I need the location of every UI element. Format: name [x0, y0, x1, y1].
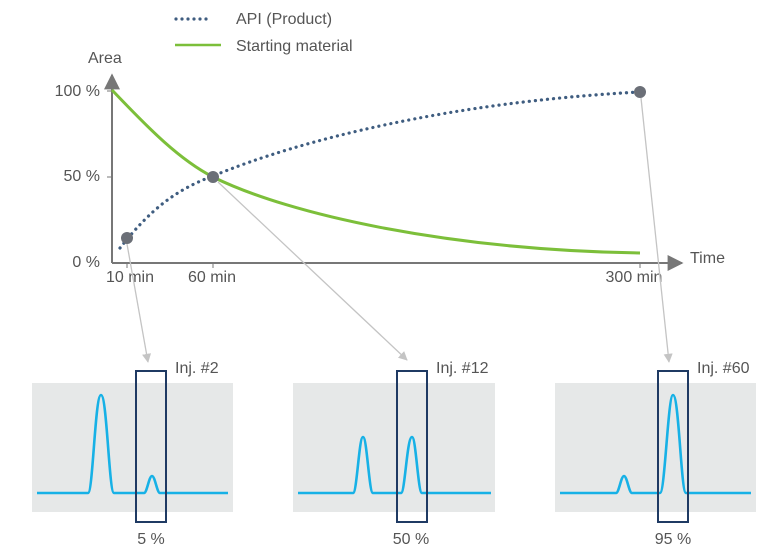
peak-highlight-box [396, 370, 428, 523]
injection-label: Inj. #60 [697, 360, 750, 377]
legend: API (Product) Starting material [174, 11, 353, 55]
connector-inj-12 [217, 181, 408, 361]
axes [104, 73, 684, 271]
injection-label: Inj. #12 [436, 360, 489, 377]
x-tick-label-300: 300 min [606, 269, 663, 286]
chromatogram-background [555, 383, 756, 512]
highlight-point-10min [121, 232, 133, 244]
percent-label: 5 % [137, 531, 165, 548]
peak-highlight-box [657, 370, 689, 523]
percent-label: 95 % [655, 531, 691, 548]
y-tick-label-0: 0 % [72, 254, 100, 271]
chromatogram-trace [298, 435, 491, 495]
legend-swatch-api [174, 17, 208, 21]
y-axis-title: Area [88, 50, 122, 67]
series-line-api [118, 90, 642, 250]
chromatogram-inj-60: Inj. #60 95 % [555, 360, 756, 548]
chromatogram-background [32, 383, 233, 512]
percent-label: 50 % [393, 531, 429, 548]
x-axis-title: Time [690, 250, 725, 267]
chromatogram-background [293, 383, 495, 512]
highlight-point-60min [207, 171, 219, 183]
chromatogram-inj-2: Inj. #2 5 % [32, 360, 233, 548]
chromatogram-trace [560, 393, 751, 495]
connector-inj-2 [126, 243, 152, 363]
x-tick-label-60: 60 min [188, 269, 236, 286]
peak-highlight-box [135, 370, 167, 523]
series-line-starting-material [110, 88, 641, 255]
chromatogram-inj-12: Inj. #12 50 % [293, 360, 495, 548]
chromatogram-trace [37, 393, 228, 495]
injection-label: Inj. #2 [175, 360, 219, 377]
highlight-point-300min [634, 86, 646, 98]
legend-label-starting-material: Starting material [236, 38, 353, 55]
y-tick-label-100: 100 % [55, 83, 100, 100]
x-tick-label-10: 10 min [106, 269, 154, 286]
y-tick-label-50: 50 % [64, 168, 100, 185]
legend-label-api: API (Product) [236, 11, 332, 28]
connector-inj-60 [640, 97, 673, 363]
